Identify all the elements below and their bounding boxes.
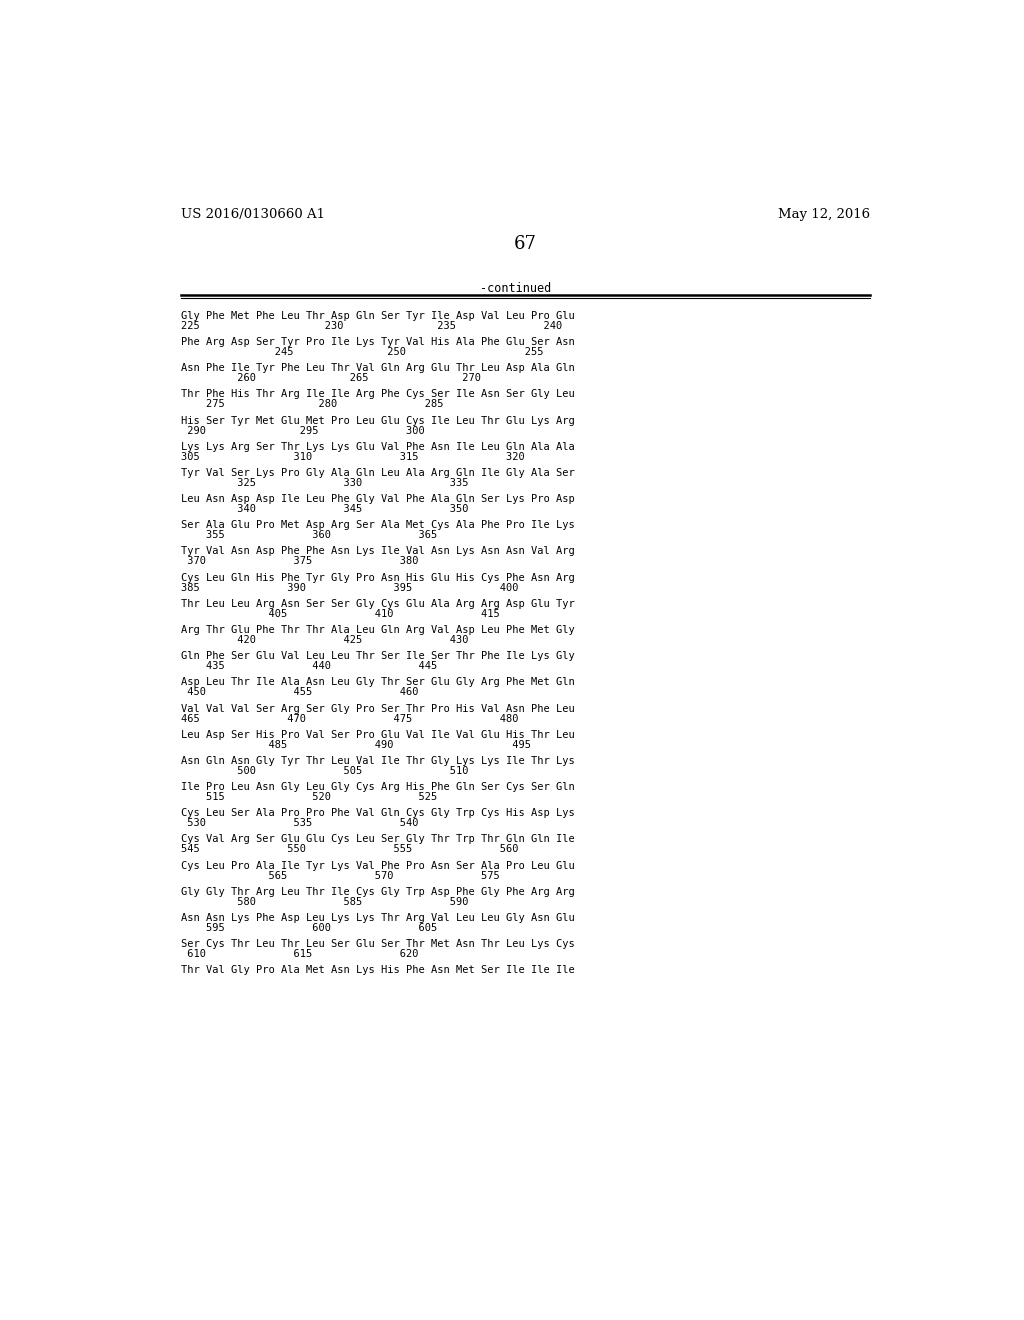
Text: His Ser Tyr Met Glu Met Pro Leu Glu Cys Ile Leu Thr Glu Lys Arg: His Ser Tyr Met Glu Met Pro Leu Glu Cys … [180,416,574,425]
Text: 580              585              590: 580 585 590 [180,896,468,907]
Text: Ser Cys Thr Leu Thr Leu Ser Glu Ser Thr Met Asn Thr Leu Lys Cys: Ser Cys Thr Leu Thr Leu Ser Glu Ser Thr … [180,940,574,949]
Text: 610              615              620: 610 615 620 [180,949,418,960]
Text: 225                    230               235              240: 225 230 235 240 [180,321,562,331]
Text: Cys Leu Pro Ala Ile Tyr Lys Val Phe Pro Asn Ser Ala Pro Leu Glu: Cys Leu Pro Ala Ile Tyr Lys Val Phe Pro … [180,861,574,871]
Text: 450              455              460: 450 455 460 [180,688,418,697]
Text: Tyr Val Ser Lys Pro Gly Ala Gln Leu Ala Arg Gln Ile Gly Ala Ser: Tyr Val Ser Lys Pro Gly Ala Gln Leu Ala … [180,469,574,478]
Text: Ser Ala Glu Pro Met Asp Arg Ser Ala Met Cys Ala Phe Pro Ile Lys: Ser Ala Glu Pro Met Asp Arg Ser Ala Met … [180,520,574,531]
Text: 565              570              575: 565 570 575 [180,871,500,880]
Text: Cys Leu Ser Ala Pro Pro Phe Val Gln Cys Gly Trp Cys His Asp Lys: Cys Leu Ser Ala Pro Pro Phe Val Gln Cys … [180,808,574,818]
Text: Cys Leu Gln His Phe Tyr Gly Pro Asn His Glu His Cys Phe Asn Arg: Cys Leu Gln His Phe Tyr Gly Pro Asn His … [180,573,574,582]
Text: 595              600              605: 595 600 605 [180,923,437,933]
Text: 275               280              285: 275 280 285 [180,400,443,409]
Text: 325              330              335: 325 330 335 [180,478,468,488]
Text: 290               295              300: 290 295 300 [180,425,425,436]
Text: 545              550              555              560: 545 550 555 560 [180,845,518,854]
Text: 420              425              430: 420 425 430 [180,635,468,645]
Text: Lys Lys Arg Ser Thr Lys Lys Glu Val Phe Asn Ile Leu Gln Ala Ala: Lys Lys Arg Ser Thr Lys Lys Glu Val Phe … [180,442,574,451]
Text: 385              390              395              400: 385 390 395 400 [180,582,518,593]
Text: 485              490                   495: 485 490 495 [180,739,530,750]
Text: 305               310              315              320: 305 310 315 320 [180,451,524,462]
Text: Arg Thr Glu Phe Thr Thr Ala Leu Gln Arg Val Asp Leu Phe Met Gly: Arg Thr Glu Phe Thr Thr Ala Leu Gln Arg … [180,626,574,635]
Text: Leu Asn Asp Asp Ile Leu Phe Gly Val Phe Ala Gln Ser Lys Pro Asp: Leu Asn Asp Asp Ile Leu Phe Gly Val Phe … [180,494,574,504]
Text: 465              470              475              480: 465 470 475 480 [180,714,518,723]
Text: Thr Val Gly Pro Ala Met Asn Lys His Phe Asn Met Ser Ile Ile Ile: Thr Val Gly Pro Ala Met Asn Lys His Phe … [180,965,574,975]
Text: 355              360              365: 355 360 365 [180,531,437,540]
Text: Gly Gly Thr Arg Leu Thr Ile Cys Gly Trp Asp Phe Gly Phe Arg Arg: Gly Gly Thr Arg Leu Thr Ile Cys Gly Trp … [180,887,574,896]
Text: Asn Phe Ile Tyr Phe Leu Thr Val Gln Arg Glu Thr Leu Asp Ala Gln: Asn Phe Ile Tyr Phe Leu Thr Val Gln Arg … [180,363,574,374]
Text: 370              375              380: 370 375 380 [180,557,418,566]
Text: 260               265               270: 260 265 270 [180,374,480,383]
Text: -continued: -continued [480,281,551,294]
Text: Cys Val Arg Ser Glu Glu Cys Leu Ser Gly Thr Trp Thr Gln Gln Ile: Cys Val Arg Ser Glu Glu Cys Leu Ser Gly … [180,834,574,845]
Text: Tyr Val Asn Asp Phe Phe Asn Lys Ile Val Asn Lys Asn Asn Val Arg: Tyr Val Asn Asp Phe Phe Asn Lys Ile Val … [180,546,574,557]
Text: 530              535              540: 530 535 540 [180,818,418,828]
Text: Ile Pro Leu Asn Gly Leu Gly Cys Arg His Phe Gln Ser Cys Ser Gln: Ile Pro Leu Asn Gly Leu Gly Cys Arg His … [180,781,574,792]
Text: 245               250                   255: 245 250 255 [180,347,543,356]
Text: 340              345              350: 340 345 350 [180,504,468,513]
Text: Thr Phe His Thr Arg Ile Ile Arg Phe Cys Ser Ile Asn Ser Gly Leu: Thr Phe His Thr Arg Ile Ile Arg Phe Cys … [180,389,574,400]
Text: 405              410              415: 405 410 415 [180,609,500,619]
Text: May 12, 2016: May 12, 2016 [778,209,870,222]
Text: 500              505              510: 500 505 510 [180,766,468,776]
Text: US 2016/0130660 A1: US 2016/0130660 A1 [180,209,325,222]
Text: 435              440              445: 435 440 445 [180,661,437,671]
Text: 515              520              525: 515 520 525 [180,792,437,803]
Text: Val Val Val Ser Arg Ser Gly Pro Ser Thr Pro His Val Asn Phe Leu: Val Val Val Ser Arg Ser Gly Pro Ser Thr … [180,704,574,714]
Text: Gln Phe Ser Glu Val Leu Leu Thr Ser Ile Ser Thr Phe Ile Lys Gly: Gln Phe Ser Glu Val Leu Leu Thr Ser Ile … [180,651,574,661]
Text: Phe Arg Asp Ser Tyr Pro Ile Lys Tyr Val His Ala Phe Glu Ser Asn: Phe Arg Asp Ser Tyr Pro Ile Lys Tyr Val … [180,337,574,347]
Text: Asp Leu Thr Ile Ala Asn Leu Gly Thr Ser Glu Gly Arg Phe Met Gln: Asp Leu Thr Ile Ala Asn Leu Gly Thr Ser … [180,677,574,688]
Text: Leu Asp Ser His Pro Val Ser Pro Glu Val Ile Val Glu His Thr Leu: Leu Asp Ser His Pro Val Ser Pro Glu Val … [180,730,574,739]
Text: Asn Asn Lys Phe Asp Leu Lys Lys Thr Arg Val Leu Leu Gly Asn Glu: Asn Asn Lys Phe Asp Leu Lys Lys Thr Arg … [180,913,574,923]
Text: Gly Phe Met Phe Leu Thr Asp Gln Ser Tyr Ile Asp Val Leu Pro Glu: Gly Phe Met Phe Leu Thr Asp Gln Ser Tyr … [180,312,574,321]
Text: Asn Gln Asn Gly Tyr Thr Leu Val Ile Thr Gly Lys Lys Ile Thr Lys: Asn Gln Asn Gly Tyr Thr Leu Val Ile Thr … [180,756,574,766]
Text: 67: 67 [513,235,537,253]
Text: Thr Leu Leu Arg Asn Ser Ser Gly Cys Glu Ala Arg Arg Asp Glu Tyr: Thr Leu Leu Arg Asn Ser Ser Gly Cys Glu … [180,599,574,609]
